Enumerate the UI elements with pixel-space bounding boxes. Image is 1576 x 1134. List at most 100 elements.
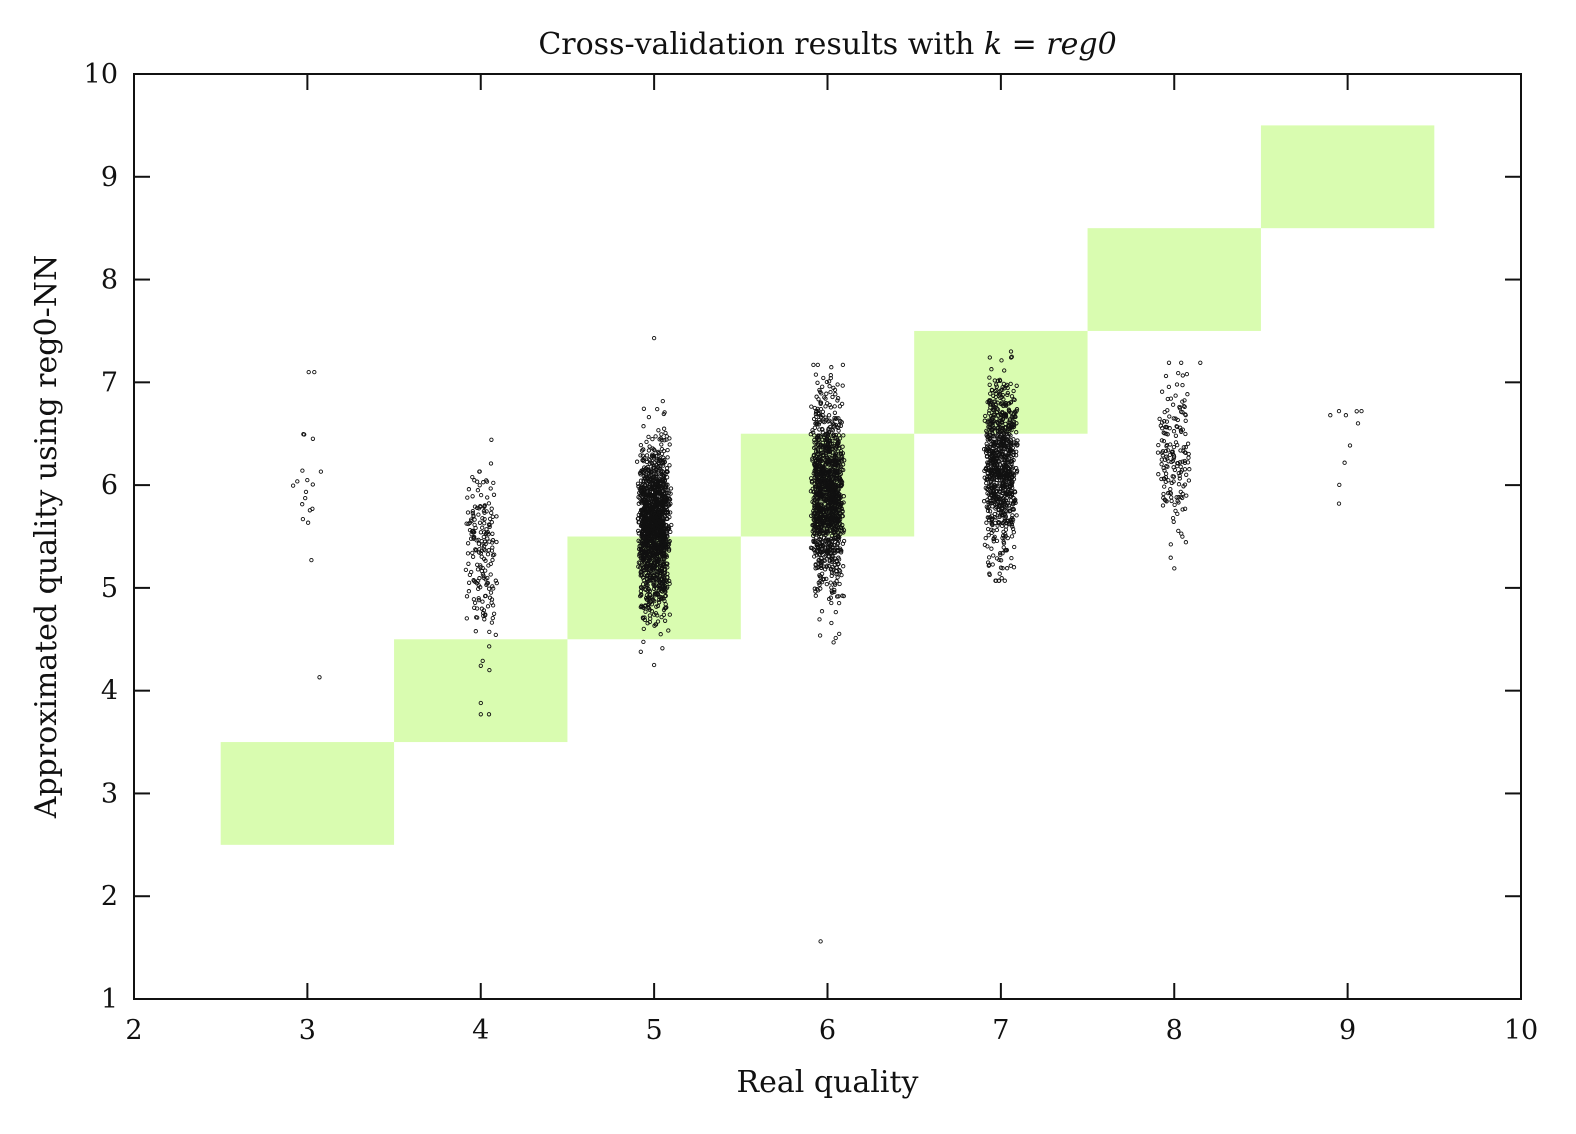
data-point [815,530,820,536]
data-point [484,509,489,514]
data-point [644,563,649,569]
data-point [816,564,822,569]
data-point [475,567,481,572]
data-point [476,512,481,517]
data-point [1000,535,1005,541]
data-point [638,453,643,458]
data-point [819,579,825,585]
data-point-outlier [1336,408,1342,414]
data-point [646,517,651,523]
data-point [828,580,833,585]
data-point [826,448,832,453]
data-point [1168,442,1173,447]
data-point [988,414,994,419]
data-point [990,414,996,419]
data-point [991,539,996,544]
data-point [818,400,824,405]
data-point [1007,469,1012,474]
data-point [818,389,823,394]
data-point [654,503,659,508]
data-point [494,539,499,545]
data-point [833,484,838,489]
data-point [812,503,817,509]
data-point [665,482,670,487]
data-point [645,534,650,539]
data-point [644,439,649,445]
data-point [986,500,991,505]
data-point [300,468,305,473]
data-point [486,712,492,717]
data-point [811,547,816,552]
data-point [997,571,1002,576]
data-point [987,571,992,576]
data-point [999,440,1004,445]
data-point [823,404,828,409]
data-point [834,507,839,512]
data-point [644,459,650,465]
data-point [1359,408,1364,414]
data-point [1176,528,1181,534]
data-point [1001,541,1007,546]
data-point [1012,409,1018,414]
data-point [490,538,496,543]
data-point [667,436,672,441]
data-point [816,561,821,566]
data-point [824,391,829,396]
data-point [664,516,669,522]
data-point [834,451,839,457]
data-point [1177,404,1182,410]
data-point [665,510,671,516]
data-point [480,571,486,577]
data-point [639,555,644,560]
data-point [481,556,487,562]
data-point [487,516,493,522]
data-point [490,557,495,563]
data-point [829,365,834,370]
data-point [832,535,837,540]
data-point [466,589,472,594]
data-point [814,421,819,426]
data-point [1010,479,1015,485]
data-point [658,562,663,567]
data-point-outlier [996,578,1002,583]
data-point [818,413,823,418]
data-point [823,437,828,443]
data-point [824,549,829,554]
data-point [290,483,296,488]
data-point [995,472,1001,477]
data-point [827,495,833,501]
data-point-outlier [818,939,823,944]
data-point [822,395,827,400]
x-tick-label: 5 [646,1015,663,1046]
data-point-outlier [1328,413,1333,418]
data-point [985,474,990,480]
data-point [984,441,989,446]
data-point [639,592,644,597]
data-point [655,558,660,564]
data-point [1011,500,1017,505]
data-point [1187,467,1192,472]
data-point [835,437,840,442]
data-point [1186,451,1191,457]
data-point [1175,417,1180,423]
data-point [1175,461,1181,466]
data-point [494,580,499,586]
data-point [637,553,642,558]
data-point [989,367,994,372]
data-point [1006,423,1012,428]
data-point [656,462,662,467]
data-point [831,571,836,576]
data-point [667,581,672,586]
data-point [653,611,659,616]
data-point [641,447,646,452]
data-point [1011,530,1016,535]
data-point [840,383,845,388]
data-point [641,626,646,632]
data-point [835,468,840,473]
data-point [669,522,674,528]
data-point [821,375,826,381]
data-point [827,455,832,460]
data-point [650,527,655,532]
data-point [659,437,664,443]
data-point [832,562,837,568]
